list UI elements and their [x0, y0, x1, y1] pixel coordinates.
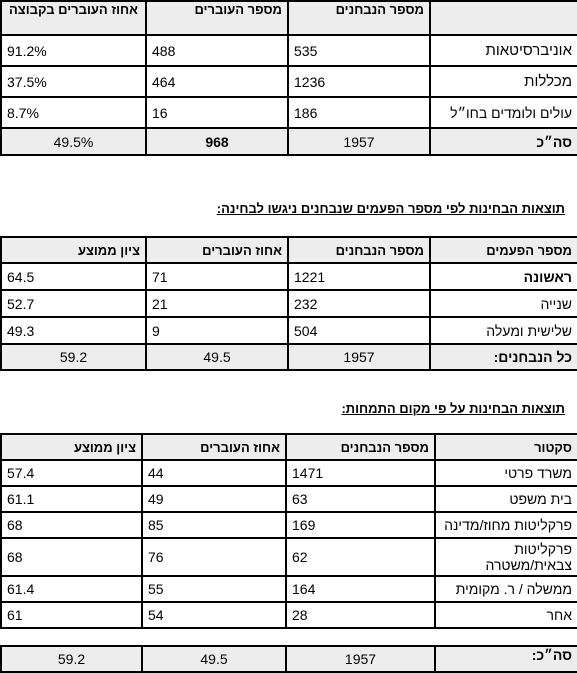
table-cell: 85 [141, 511, 287, 539]
row-label: עולים ולומדים בחו״ל [429, 96, 577, 129]
table-cell: 49.3 [0, 316, 147, 345]
row-label: אחר [434, 601, 577, 629]
table-cell: 535 [287, 34, 431, 67]
table-cell: 62 [285, 537, 436, 577]
total-cell: 1957 [287, 343, 431, 371]
table-cell: 52.7 [0, 289, 147, 318]
table-row: שנייה 232 21 52.7 [0, 289, 577, 318]
table-cell: 61.1 [0, 485, 143, 513]
table-cell: 186 [287, 96, 431, 129]
header-cell: ציון ממוצע [0, 433, 143, 461]
table-row: מכללות 1236 464 37.5% [0, 65, 577, 98]
total-row: סה״כ 1957 968 49.5% [0, 127, 577, 156]
total-cell: 59.2 [0, 343, 147, 371]
results-by-attempt-table: מספר הפעמים מספר הנבחנים אחוז העוברים צי… [0, 236, 577, 371]
total-cell: 1957 [285, 645, 436, 673]
table-row: אוניברסיטאות 535 488 91.2% [0, 34, 577, 67]
table-cell: 28 [285, 601, 436, 629]
header-cell: אחוז העוברים [145, 236, 289, 264]
total-cell: 49.5% [0, 127, 147, 156]
table-row: אחר 28 54 61 [0, 601, 577, 629]
total-label: סה״כ [429, 127, 577, 156]
table-row: בית משפט 63 49 61.1 [0, 485, 577, 513]
table-row: עולים ולומדים בחו״ל 186 16 8.7% [0, 96, 577, 129]
table-cell: 63 [285, 485, 436, 513]
table-cell: 8.7% [0, 96, 147, 129]
table-cell: 61.4 [0, 575, 143, 603]
table-row: ממשלה / ר. מקומית 164 55 61.4 [0, 575, 577, 603]
table-cell: 9 [145, 316, 289, 345]
table-row: פרקליטות צבאית/משטרה 62 76 68 [0, 537, 577, 577]
table-row: פרקליטות מחוז/מדינה 169 85 68 [0, 511, 577, 539]
results-by-sector-table: סקטור מספר הנבחנים אחוז העוברים ציון ממו… [0, 433, 577, 629]
header-cell: סקטור [434, 433, 577, 461]
table-header-row: מספר הפעמים מספר הנבחנים אחוז העוברים צי… [0, 236, 577, 264]
row-label: אוניברסיטאות [429, 34, 577, 67]
table-cell: 488 [145, 34, 289, 67]
table-cell: 55 [141, 575, 287, 603]
table-cell: 464 [145, 65, 289, 98]
pass-rate-by-institution-table: מספר הנבחנים מספר העוברים אחוז העוברים ב… [0, 0, 577, 156]
row-label: ראשונה [429, 262, 577, 291]
table-header-row: סקטור מספר הנבחנים אחוז העוברים ציון ממו… [0, 433, 577, 461]
table-cell: 37.5% [0, 65, 147, 98]
table-header-row: מספר הנבחנים מספר העוברים אחוז העוברים ב… [0, 0, 577, 36]
row-label: משרד פרטי [434, 459, 577, 487]
row-label: שלישית ומעלה [429, 316, 577, 345]
table-cell: 1221 [287, 262, 431, 291]
row-label: פרקליטות צבאית/משטרה [434, 537, 577, 577]
table-cell: 61 [0, 601, 143, 629]
table-cell: 164 [285, 575, 436, 603]
total-cell: 968 [145, 127, 289, 156]
header-cell: ציון ממוצע [0, 236, 147, 264]
table-cell: 44 [141, 459, 287, 487]
total-cell: 49.5 [145, 343, 289, 371]
total-cell: 49.5 [141, 645, 287, 673]
table-row: משרד פרטי 1471 44 57.4 [0, 459, 577, 487]
header-cell: מספר העוברים [145, 0, 289, 36]
header-cell: אחוז העוברים בקבוצה [0, 0, 147, 36]
header-cell [429, 0, 577, 36]
total-label: סה״כ: [434, 645, 577, 673]
table-cell: 68 [0, 511, 143, 539]
table-cell: 16 [145, 96, 289, 129]
row-label: בית משפט [434, 485, 577, 513]
table-cell: 1236 [287, 65, 431, 98]
row-label: ממשלה / ר. מקומית [434, 575, 577, 603]
row-label: מכללות [429, 65, 577, 98]
table-cell: 68 [0, 537, 143, 577]
table-cell: 54 [141, 601, 287, 629]
table-cell: 1471 [285, 459, 436, 487]
row-label: שנייה [429, 289, 577, 318]
table-cell: 91.2% [0, 34, 147, 67]
header-cell: מספר הפעמים [429, 236, 577, 264]
table-cell: 169 [285, 511, 436, 539]
header-cell: מספר הנבחנים [285, 433, 436, 461]
total-row: סה״כ: 1957 49.5 59.2 [0, 645, 577, 673]
table-row: ראשונה 1221 71 64.5 [0, 262, 577, 291]
total-label: כל הנבחנים: [429, 343, 577, 371]
total-row: כל הנבחנים: 1957 49.5 59.2 [0, 343, 577, 371]
section-caption: תוצאות הבחינות על פי מקום התמחות: [341, 401, 565, 416]
table-cell: 504 [287, 316, 431, 345]
total-cell: 59.2 [0, 645, 143, 673]
table-cell: 49 [141, 485, 287, 513]
table-row: שלישית ומעלה 504 9 49.3 [0, 316, 577, 345]
sector-total-table: סה״כ: 1957 49.5 59.2 [0, 645, 577, 673]
table-cell: 57.4 [0, 459, 143, 487]
table-cell: 64.5 [0, 262, 147, 291]
header-cell: אחוז העוברים [141, 433, 287, 461]
header-cell: מספר הנבחנים [287, 236, 431, 264]
table-cell: 76 [141, 537, 287, 577]
table-cell: 21 [145, 289, 289, 318]
table-cell: 232 [287, 289, 431, 318]
row-label: פרקליטות מחוז/מדינה [434, 511, 577, 539]
section-caption: תוצאות הבחינות לפי מספר הפעמים שנבחנים נ… [216, 201, 565, 216]
total-cell: 1957 [287, 127, 431, 156]
table-cell: 71 [145, 262, 289, 291]
header-cell: מספר הנבחנים [287, 0, 431, 36]
